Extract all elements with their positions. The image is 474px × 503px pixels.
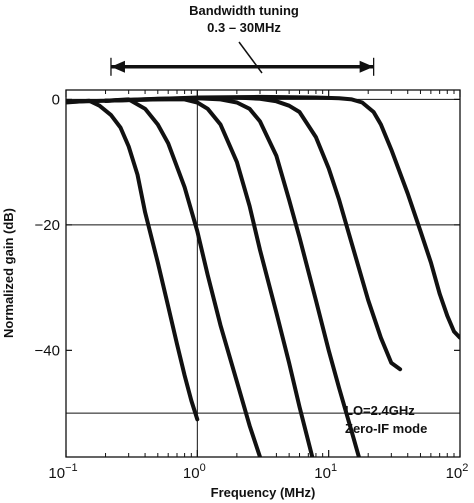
x-tick-label: 102	[446, 462, 469, 482]
y-axis-label: Normalized gain (dB)	[1, 208, 16, 338]
response-curve-6	[103, 94, 460, 340]
lo-annotation: LO=2.4GHz	[345, 403, 415, 418]
response-curve-1	[66, 98, 200, 422]
y-tick-label: −40	[35, 342, 60, 359]
x-tick-label: 100	[183, 462, 206, 482]
x-tick-label: 10−1	[48, 462, 77, 482]
bandwidth-title: Bandwidth tuning	[189, 3, 299, 18]
y-tick-label: 0	[52, 91, 60, 108]
y-ticks: 0 −20 −40	[35, 91, 460, 359]
bandwidth-arrowhead-right	[359, 60, 374, 73]
x-axis-label: Frequency (MHz)	[211, 485, 316, 500]
x-tick-label: 101	[314, 462, 337, 482]
bandwidth-arrow	[110, 57, 375, 76]
curves	[66, 94, 460, 457]
bandwidth-arrowhead-left	[110, 60, 125, 73]
plot-area-background	[66, 90, 460, 457]
bandwidth-range: 0.3 – 30MHz	[207, 20, 281, 35]
y-tick-label: −20	[35, 217, 60, 234]
mode-annotation: Zero-IF mode	[345, 421, 427, 436]
plot-frame	[65, 89, 461, 458]
